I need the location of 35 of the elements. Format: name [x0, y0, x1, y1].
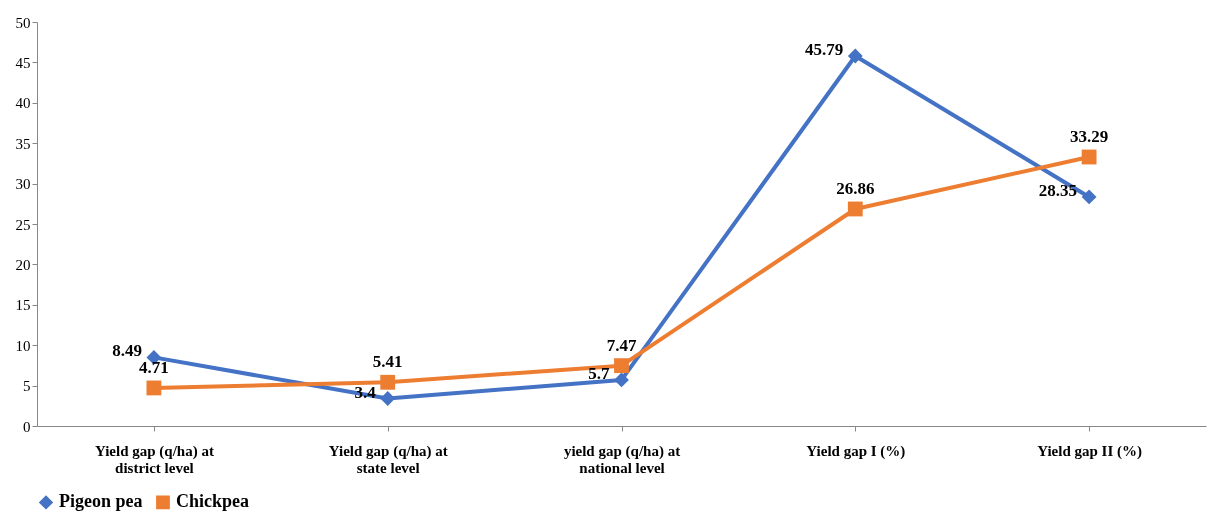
y-tick-label: 5: [23, 378, 31, 395]
data-label: 5.41: [372, 352, 403, 372]
y-tick-label: 15: [15, 297, 31, 314]
x-tick-label: Yield gap (q/ha) at state level: [328, 442, 448, 476]
data-label: 5.7: [588, 363, 610, 383]
data-label: 26.86: [836, 178, 875, 198]
point: [847, 48, 863, 64]
legend-label: Chickpea: [176, 491, 250, 512]
point: [380, 391, 396, 406]
x-tick-label: Yield gap II (%): [1037, 442, 1143, 460]
data-label: 7.47: [606, 335, 637, 355]
y-tick-label: 45: [15, 54, 31, 71]
y-tick-label: 50: [15, 14, 31, 31]
legend-label: Pigeon pea: [59, 491, 143, 512]
y-tick-label: 0: [23, 418, 31, 435]
point: [614, 358, 629, 374]
data-label: 33.29: [1069, 127, 1109, 147]
data-label: 28.35: [1038, 180, 1078, 200]
point: [847, 201, 863, 217]
point: [380, 374, 396, 390]
data-label: 4.71: [139, 357, 169, 377]
data-label: 45.79: [805, 40, 844, 60]
x-tick-label: Yield gap I (%): [806, 442, 906, 460]
y-tick-label: 30: [15, 176, 31, 193]
y-tick-label: 10: [15, 337, 31, 354]
point: [146, 380, 162, 396]
y-tick-label: 35: [15, 135, 31, 152]
point: [1081, 189, 1097, 205]
y-tick-label: 25: [15, 216, 31, 233]
point: [1081, 149, 1097, 165]
x-tick-label: yield gap (q/ha) at national level: [563, 442, 681, 476]
y-tick-label: 40: [15, 95, 31, 112]
data-label: 8.49: [112, 341, 142, 361]
y-tick-label: 20: [15, 256, 31, 273]
x-tick-label: Yield gap (q/ha) at district level: [94, 442, 214, 476]
